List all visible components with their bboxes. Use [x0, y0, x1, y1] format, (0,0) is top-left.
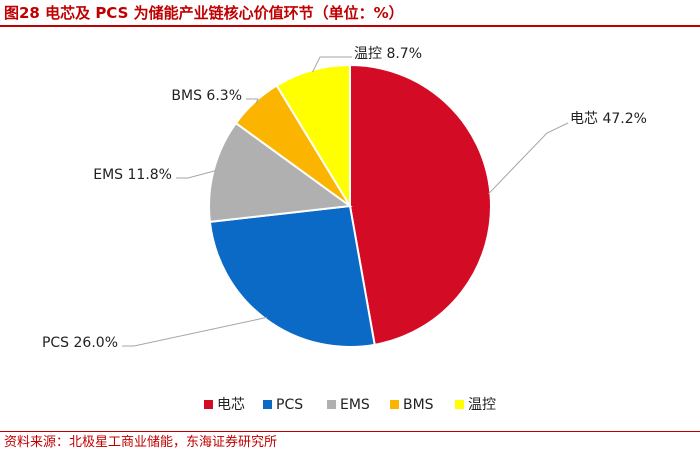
- legend-swatch-ems: [327, 400, 336, 409]
- legend-label-ems: EMS: [340, 397, 370, 413]
- pie-slice-pcs: [208, 204, 376, 348]
- legend-swatch-bms: [390, 400, 399, 409]
- data-label-cell: 电芯 47.2%: [570, 111, 647, 127]
- legend-swatch-thermal: [455, 400, 464, 409]
- data-label-ems: EMS 11.8%: [93, 167, 172, 183]
- legend-label-cell: 电芯: [217, 397, 245, 413]
- data-label-pcs: PCS 26.0%: [42, 335, 118, 351]
- source-divider: [0, 431, 700, 432]
- title-divider: [0, 25, 700, 27]
- data-label-bms: BMS 6.3%: [171, 88, 242, 104]
- pie-slice-cell: [349, 63, 492, 346]
- leader-line-thermal: [312, 56, 352, 73]
- pie-slice-ems: [208, 121, 353, 224]
- legend-swatch-cell: [204, 400, 213, 409]
- legend-label-bms: BMS: [403, 397, 434, 413]
- legend-label-pcs: PCS: [276, 397, 303, 413]
- data-label-thermal: 温控 8.7%: [354, 46, 422, 62]
- leader-line-pcs: [122, 316, 268, 347]
- chart-title: 图28 电芯及 PCS 为储能产业链核心价值环节（单位：%）: [4, 4, 404, 22]
- pie-slice-thermal: [275, 63, 351, 210]
- legend-label-thermal: 温控: [468, 397, 496, 413]
- legend-swatch-pcs: [263, 400, 272, 409]
- leader-line-ems: [176, 170, 216, 179]
- source-note: 资料来源：北极星工商业储能，东海证券研究所: [4, 435, 278, 450]
- leader-line-cell: [488, 122, 569, 195]
- leader-line-bms: [246, 98, 259, 105]
